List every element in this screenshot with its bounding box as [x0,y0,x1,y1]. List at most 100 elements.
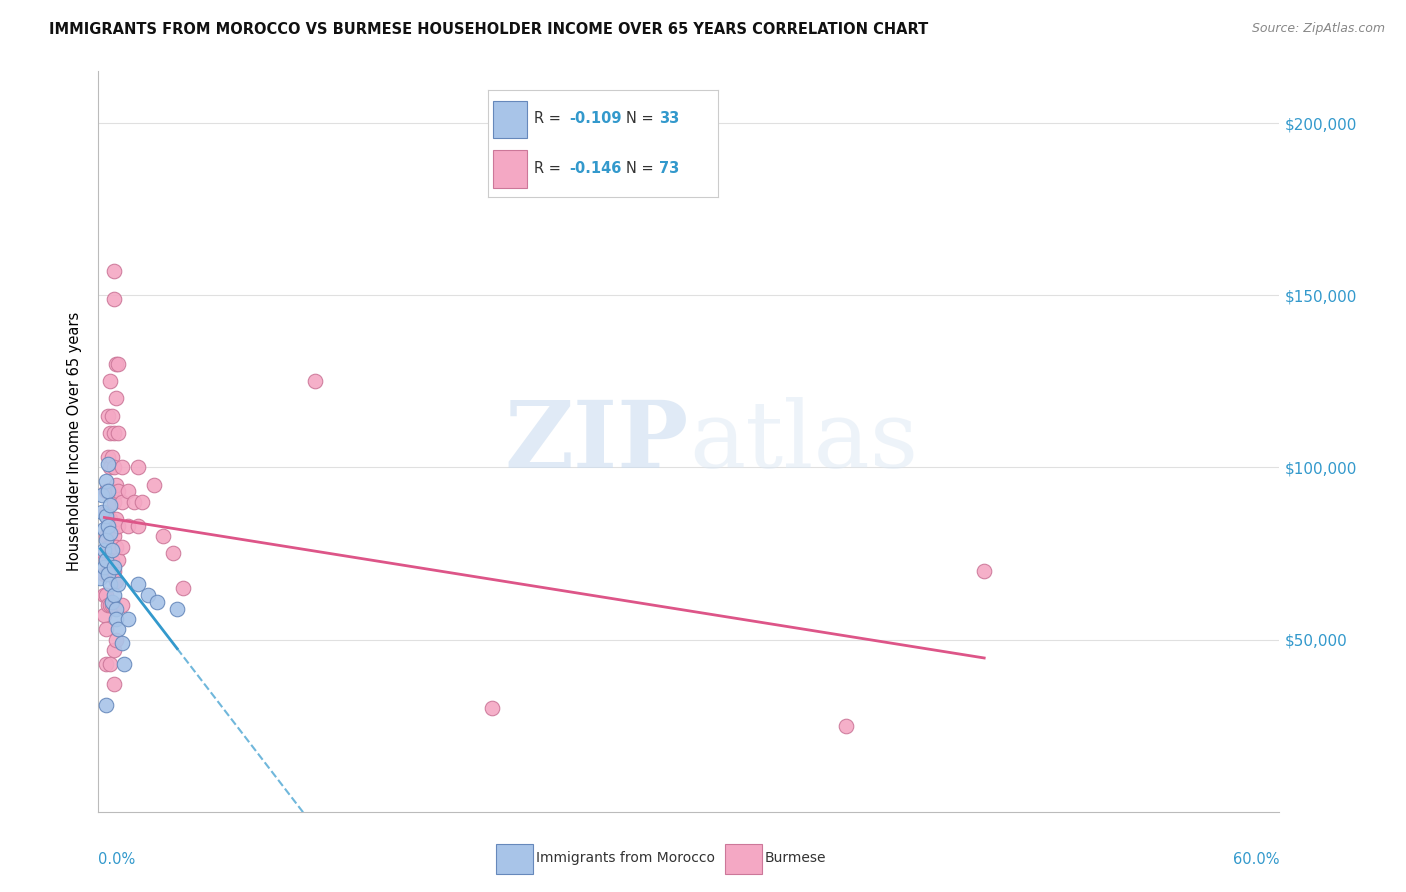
Point [97,512,120,526]
Point [105,392,128,406]
Point [93,588,115,602]
Point [152,529,174,543]
Point [103,643,125,657]
Point [93,522,115,536]
Text: Burmese: Burmese [765,851,827,865]
Point [96,588,118,602]
Point [96,533,118,547]
Text: Immigrants from Morocco: Immigrants from Morocco [536,851,714,865]
Point [93,608,115,623]
Point [101,598,124,612]
Point [105,632,128,647]
Point [107,519,129,533]
Point [142,477,165,491]
Point [105,612,128,626]
Point [101,409,124,423]
Point [481,701,503,715]
Point [96,698,118,712]
Point [96,484,118,499]
Text: 0.0%: 0.0% [98,853,135,867]
Point [111,495,134,509]
Point [98,512,121,526]
Point [112,657,135,671]
Point [101,543,124,558]
Point [96,529,118,543]
Point [304,374,326,388]
Point [103,564,125,578]
Point [101,484,124,499]
Point [107,622,129,636]
Point [93,560,115,574]
Point [103,560,125,574]
Point [107,577,129,591]
Point [98,525,121,540]
Point [103,598,125,612]
Point [98,484,121,499]
Point [105,601,128,615]
Point [117,612,139,626]
Point [98,498,121,512]
Point [105,357,128,371]
Point [97,540,120,554]
Point [136,588,159,602]
Point [111,460,134,475]
Point [97,564,120,578]
Point [97,457,120,471]
Point [105,512,128,526]
Point [103,529,125,543]
Point [103,292,125,306]
Point [96,505,118,519]
Y-axis label: Householder Income Over 65 years: Householder Income Over 65 years [67,312,83,571]
Point [111,598,134,612]
Point [91,505,114,519]
Point [107,425,129,440]
Point [103,588,125,602]
Point [131,495,153,509]
Text: IMMIGRANTS FROM MOROCCO VS BURMESE HOUSEHOLDER INCOME OVER 65 YEARS CORRELATION : IMMIGRANTS FROM MOROCCO VS BURMESE HOUSE… [49,22,928,37]
Point [98,577,121,591]
Point [172,581,194,595]
Point [97,450,120,464]
Point [103,677,125,691]
Point [127,577,149,591]
Point [117,519,139,533]
Point [98,564,121,578]
Point [107,484,129,499]
Point [96,553,118,567]
Point [91,488,114,502]
Point [98,598,121,612]
Text: atlas: atlas [689,397,918,486]
Point [101,450,124,464]
Point [98,374,121,388]
Point [127,519,149,533]
Point [96,508,118,523]
Point [97,567,120,582]
Point [96,553,118,567]
Point [97,598,120,612]
Point [103,460,125,475]
Point [103,495,125,509]
Point [105,540,128,554]
Point [105,574,128,588]
Point [98,657,121,671]
Point [835,718,858,732]
Point [122,495,145,509]
Point [93,567,115,582]
Point [97,484,120,499]
Point [146,595,169,609]
Point [105,477,128,491]
Text: 60.0%: 60.0% [1233,853,1279,867]
Point [96,622,118,636]
Text: ZIP: ZIP [505,397,689,486]
Point [89,570,111,584]
Point [97,519,120,533]
Point [98,460,121,475]
Point [97,484,120,499]
Point [98,425,121,440]
Point [117,484,139,499]
Point [93,543,115,558]
Point [97,409,120,423]
Point [93,546,115,560]
Point [107,357,129,371]
Point [107,553,129,567]
